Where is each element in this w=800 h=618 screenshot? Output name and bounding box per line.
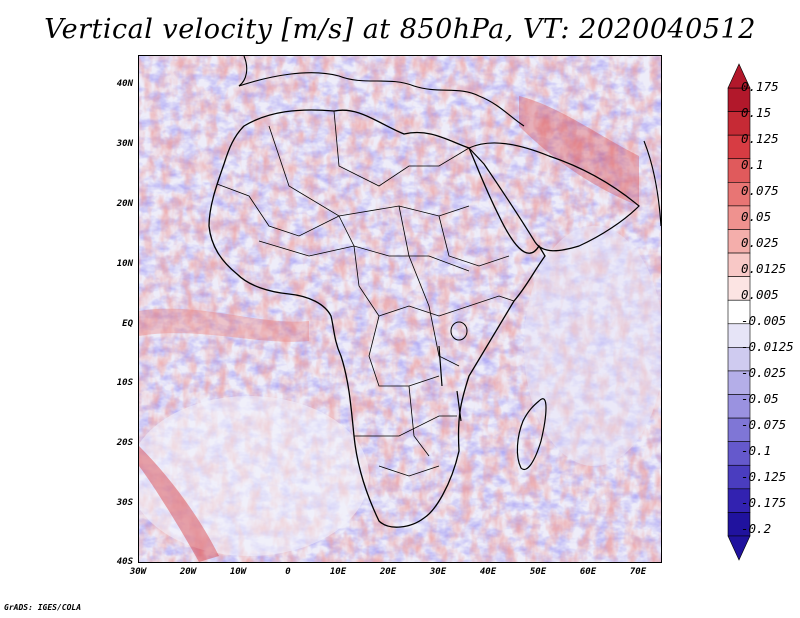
iberia-coastline	[238, 56, 248, 87]
colorbar-label: -0.1	[741, 443, 772, 458]
lat-label-30s: 30S	[116, 498, 133, 508]
lake-malawi	[456, 390, 462, 422]
mediterranean-coastline	[238, 72, 525, 127]
colorbar-min-triangle	[727, 535, 751, 561]
colorbar-label: -0.005	[741, 313, 787, 328]
colorbar-label: 0.075	[741, 183, 779, 198]
colorbar-label: 0.15	[741, 105, 772, 120]
red-patch-arabia	[519, 96, 639, 206]
lake-tanganyika	[438, 345, 443, 387]
lon-label-20w: 20W	[179, 567, 197, 577]
lon-label-50e: 50E	[529, 567, 547, 577]
india-coastline	[643, 140, 661, 227]
colorbar-label: -0.175	[741, 495, 787, 510]
lon-label-60e: 60E	[579, 567, 597, 577]
colorbar-label: 0.175	[741, 79, 779, 94]
arabia-coastline	[467, 142, 640, 252]
lat-label-10n: 10N	[116, 259, 133, 269]
colorbar-label: 0.025	[741, 235, 779, 250]
lat-label-20n: 20N	[116, 199, 133, 209]
colorbar-label: 0.0125	[741, 261, 787, 276]
lake-victoria	[450, 321, 468, 341]
lon-label-70e: 70E	[629, 567, 647, 577]
red-streak-sw	[139, 446, 219, 562]
colorbar-label: 0.05	[741, 209, 772, 224]
lat-label-10s: 10S	[116, 378, 133, 388]
lon-label-30e: 30E	[429, 567, 447, 577]
lat-label-20s: 20S	[116, 438, 133, 448]
lon-label-10e: 10E	[329, 567, 347, 577]
credit-text: GrADS: IGES/COLA	[4, 603, 82, 612]
colorbar-label: 0.125	[741, 131, 779, 146]
colorbar-label: -0.075	[741, 417, 787, 432]
map-plot-area[interactable]	[138, 55, 662, 563]
colorbar-label: -0.05	[741, 391, 779, 406]
map-title: Vertical velocity [m/s] at 850hPa, VT: 2…	[44, 14, 756, 45]
lon-label-0: 0	[285, 567, 291, 577]
velocity-map	[139, 56, 661, 562]
colorbar-label: -0.2	[741, 521, 772, 536]
lon-label-10w: 10W	[229, 567, 247, 577]
ocean-smooth-region-ne	[524, 226, 661, 466]
lon-label-20e: 20E	[379, 567, 397, 577]
red-band-equatorial	[139, 308, 309, 342]
colorbar-label: 0.005	[741, 287, 779, 302]
lat-label-30n: 30N	[116, 139, 133, 149]
lon-label-30w: 30W	[129, 567, 147, 577]
country-borders	[216, 110, 515, 477]
colorbar-label: -0.125	[741, 469, 787, 484]
colorbar	[727, 63, 751, 561]
colorbar-label: 0.1	[741, 157, 764, 172]
colorbar-max-triangle	[727, 63, 751, 89]
lon-label-40e: 40E	[479, 567, 497, 577]
lat-label-40s: 40S	[116, 557, 133, 567]
madagascar-coastline	[516, 398, 547, 470]
africa-coastline	[208, 109, 546, 528]
colorbar-label: -0.025	[741, 365, 787, 380]
ocean-smooth-region-sw	[139, 396, 369, 556]
colorbar-label: -0.0125	[741, 339, 794, 354]
lat-label-40n: 40N	[116, 79, 133, 89]
lat-label-eq: EQ	[122, 319, 133, 329]
